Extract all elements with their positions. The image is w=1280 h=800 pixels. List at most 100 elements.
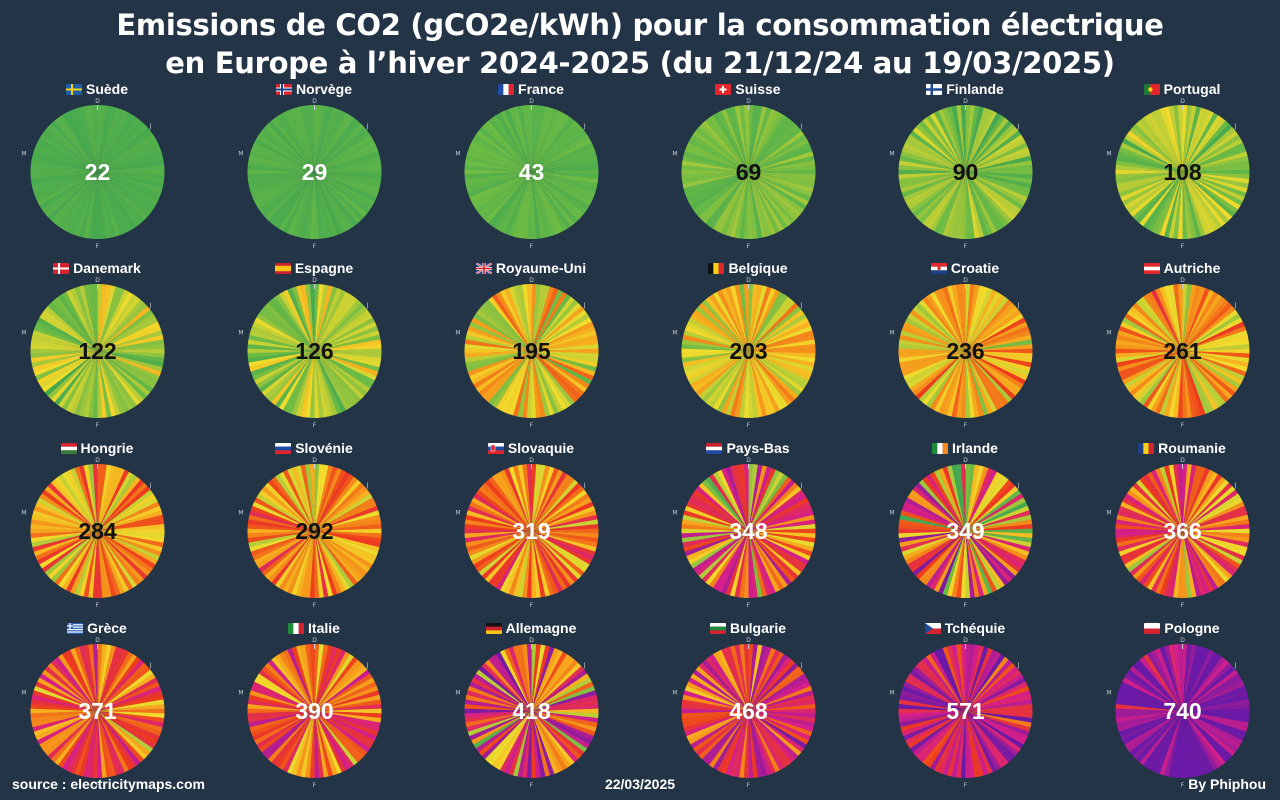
pie-slice (531, 330, 597, 351)
pie-slice (965, 669, 1021, 711)
pie-slice (531, 351, 554, 416)
pie-slice (291, 466, 314, 531)
pie-slice (470, 138, 531, 172)
pie-slice (1182, 160, 1249, 172)
pie-slice (253, 317, 314, 351)
pie-slice (314, 501, 377, 531)
country-cell-it: Italie D J F M 390 (208, 619, 421, 799)
pie-slice (901, 172, 965, 198)
data-label: 366 (1163, 518, 1201, 544)
marker-top: D (529, 637, 534, 644)
pie-slice (34, 711, 97, 741)
pie-slice (487, 351, 531, 406)
pie-slice (97, 351, 163, 372)
pie-slice (531, 172, 587, 214)
pie-slice (1182, 351, 1205, 416)
pie-slice (748, 334, 815, 351)
pie-slice (1138, 476, 1182, 531)
pie-slice (748, 531, 809, 565)
pie-slice (286, 287, 314, 351)
pie-slice (314, 112, 350, 172)
marker-right: J (799, 302, 802, 309)
pie-slice (314, 172, 367, 218)
pie-slice (314, 711, 358, 766)
pie-slice (97, 117, 141, 172)
pie-slice (1182, 531, 1210, 595)
pie-slice (1182, 711, 1192, 778)
pie-slice (531, 288, 559, 351)
marker-top: D (95, 277, 100, 284)
pie-slice (314, 134, 373, 172)
pie-slice (748, 172, 784, 232)
pie-slice (97, 711, 160, 741)
pie-slice (97, 711, 129, 773)
pie-slice (97, 169, 165, 175)
pie-slice (290, 531, 314, 596)
pie-slice (1182, 172, 1235, 218)
pie-slice (909, 172, 965, 214)
country-cell-pl: Pologne D J F M 740 (1076, 619, 1280, 799)
pie-slice (248, 330, 314, 351)
country-label: Pays-Bas (642, 439, 855, 457)
pie-slice (97, 531, 161, 557)
pie-slice (41, 669, 97, 711)
pie-slice (1121, 497, 1182, 531)
pie-slice (748, 531, 776, 595)
pie-slice (1182, 531, 1245, 561)
pie-slice (44, 531, 97, 576)
pie-slice (955, 105, 965, 172)
pie-slice (902, 501, 965, 531)
pie-slice (748, 711, 809, 745)
pie-slice (915, 172, 965, 221)
pie-slice (1182, 351, 1201, 417)
pie-slice (34, 142, 97, 172)
pie-slice (748, 662, 798, 711)
pie-slice (314, 659, 361, 711)
pie-slice (909, 531, 965, 573)
pie-slice (531, 130, 587, 172)
flag-ro-icon (1138, 442, 1155, 454)
pie-slice (499, 711, 531, 773)
pie-slice (960, 463, 966, 531)
pie-slice (729, 531, 748, 597)
pie-slice (33, 505, 97, 531)
pie-slice (97, 666, 150, 711)
pie-slice (470, 677, 531, 711)
marker-left: M (238, 150, 243, 157)
pie-slice (748, 711, 784, 771)
pie-slice (34, 501, 97, 531)
pie-slice (1168, 284, 1182, 351)
pie-slice (38, 531, 97, 569)
pie-slice (748, 110, 780, 172)
pie-slice (65, 351, 97, 413)
country-cell-at: Autriche D J F M 261 (1076, 259, 1280, 439)
pie-slice (314, 531, 361, 583)
pie-slice (531, 313, 590, 351)
pie-slice (314, 711, 370, 753)
pie-slice (1182, 659, 1229, 711)
pie-slice (1181, 711, 1187, 779)
pie-slice (965, 172, 988, 237)
pie-slice (748, 285, 767, 351)
pie-slice (248, 172, 314, 193)
country-label: Finlande (859, 80, 1072, 98)
pie-slice (503, 647, 531, 711)
pie-slice (965, 109, 993, 172)
pie-slice (531, 531, 581, 580)
pie-slice (1182, 694, 1249, 711)
pie-slice (1182, 466, 1206, 531)
pie-slice (1146, 651, 1182, 711)
marker-right: J (582, 482, 585, 489)
pie-slice (38, 493, 97, 531)
pie-slice (965, 531, 1018, 577)
country-label: Suisse (642, 80, 855, 98)
pie-slice (314, 662, 364, 711)
pie-slice (748, 649, 780, 711)
pie-slice (1150, 531, 1182, 593)
pie-slice (314, 471, 350, 531)
country-name: Autriche (1163, 260, 1221, 276)
pie-slice (531, 351, 567, 411)
pie-slice (470, 317, 531, 351)
pie-slice (278, 471, 314, 531)
